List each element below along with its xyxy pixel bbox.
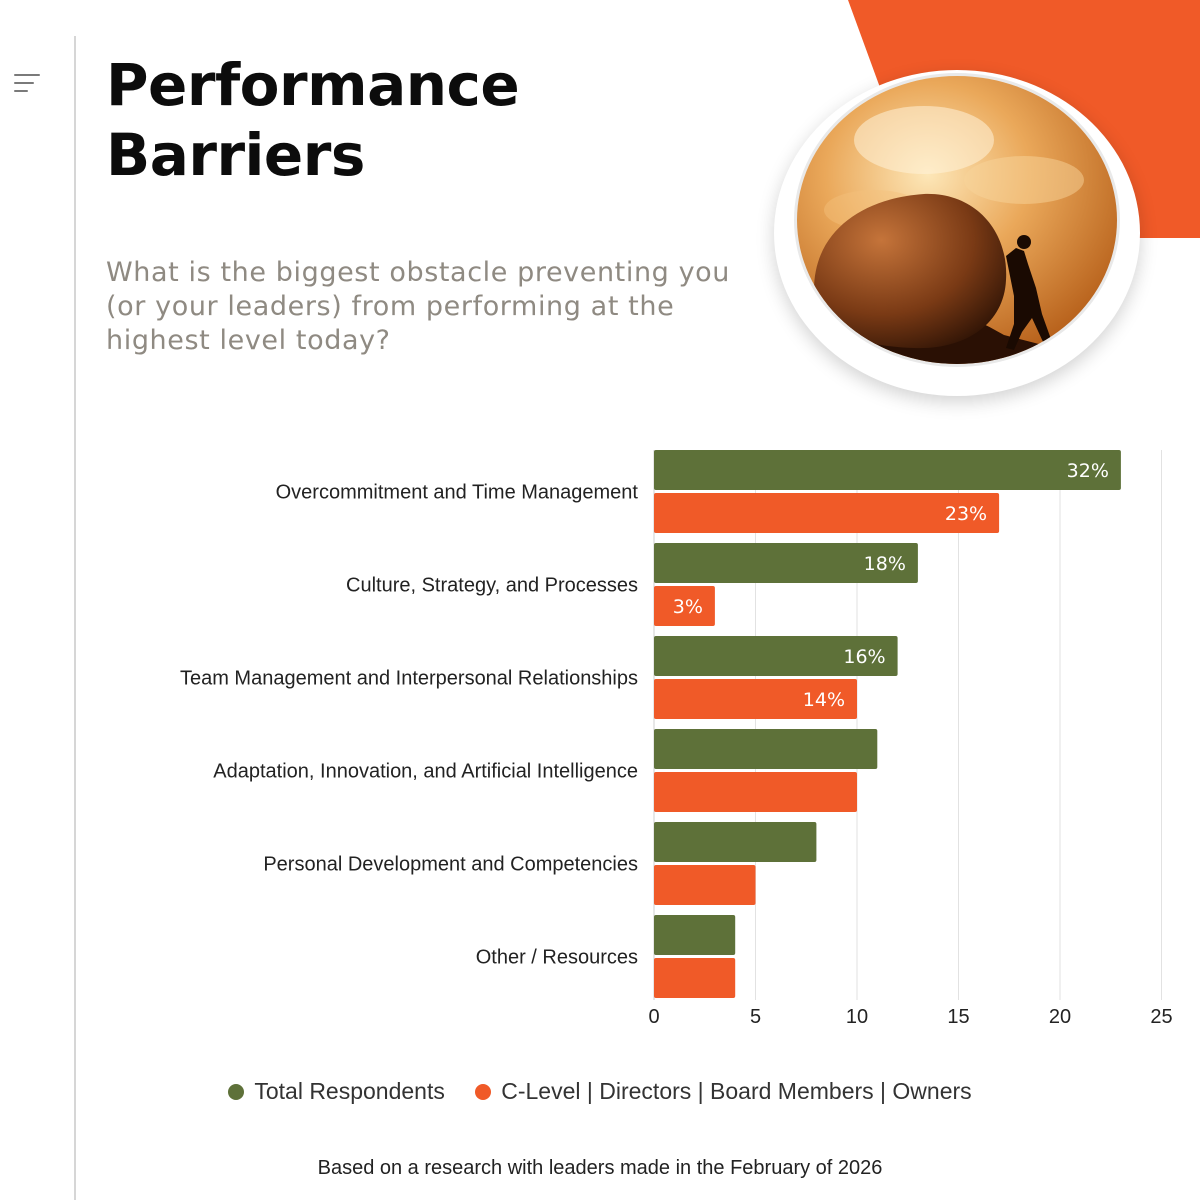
sisyphus-photo xyxy=(774,70,1140,396)
survey-question: What is the biggest obstacle preventing … xyxy=(106,257,731,356)
bar-clevel-2 xyxy=(654,679,857,719)
vertical-divider xyxy=(74,36,76,1200)
legend: Total Respondents C-Level | Directors | … xyxy=(0,1078,1200,1105)
legend-item-total: Total Respondents xyxy=(228,1078,445,1105)
bar-total-5 xyxy=(654,915,736,955)
x-tick-label-5: 25 xyxy=(1150,1006,1172,1028)
legend-label-total: Total Respondents xyxy=(254,1078,445,1104)
legend-dot-orange xyxy=(475,1084,492,1100)
x-tick-label-1: 5 xyxy=(750,1006,761,1028)
bar-clevel-5 xyxy=(654,958,736,998)
category-label-0: Overcommitment and Time Management xyxy=(276,482,639,504)
bar-clevel-0 xyxy=(654,493,1000,533)
bar-total-2 xyxy=(654,636,898,676)
grid-layer xyxy=(653,450,1162,1000)
bar-chart: 0 5 10 15 20 25 Overcommitment and Time Manage… xyxy=(180,450,1173,1028)
bar-total-4 xyxy=(654,822,817,862)
legend-item-clevel: C-Level | Directors | Board Members | Ow… xyxy=(475,1078,972,1105)
page-title-line-2: Barriers xyxy=(106,121,365,189)
data-label-clevel-1: 3% xyxy=(673,596,703,618)
data-label-clevel-2: 14% xyxy=(803,689,845,711)
page-title-line-1: Performance xyxy=(106,51,520,119)
page-title: Performance Barriers xyxy=(106,50,666,190)
menu-icon[interactable] xyxy=(14,72,42,96)
bar-clevel-4 xyxy=(654,865,756,905)
category-label-4: Personal Development and Competencies xyxy=(263,854,638,876)
footnote: Based on a research with leaders made in… xyxy=(317,1157,883,1179)
data-label-total-2: 16% xyxy=(843,646,885,668)
bar-layer xyxy=(654,450,1121,998)
bar-total-3 xyxy=(654,729,878,769)
category-label-5: Other / Resources xyxy=(476,947,638,969)
data-label-clevel-0: 23% xyxy=(945,503,987,525)
category-label-2: Team Management and Interpersonal Relati… xyxy=(180,668,638,690)
label-layer: 0 5 10 15 20 25 Overcommitment and Time Manage… xyxy=(180,460,1173,1028)
data-label-total-1: 18% xyxy=(864,553,906,575)
bar-clevel-1 xyxy=(654,586,715,626)
x-tick-label-3: 15 xyxy=(947,1006,969,1028)
bar-clevel-3 xyxy=(654,772,857,812)
x-tick-label-0: 0 xyxy=(648,1006,659,1028)
bar-total-1 xyxy=(654,543,918,583)
legend-label-clevel: C-Level | Directors | Board Members | Ow… xyxy=(501,1078,972,1104)
category-label-3: Adaptation, Innovation, and Artificial I… xyxy=(213,761,638,783)
category-label-1: Culture, Strategy, and Processes xyxy=(346,575,638,597)
x-tick-label-2: 10 xyxy=(846,1006,868,1028)
data-label-total-0: 32% xyxy=(1067,460,1109,482)
x-tick-label-4: 20 xyxy=(1049,1006,1071,1028)
bar-total-0 xyxy=(654,450,1121,490)
legend-dot-green xyxy=(228,1084,245,1100)
